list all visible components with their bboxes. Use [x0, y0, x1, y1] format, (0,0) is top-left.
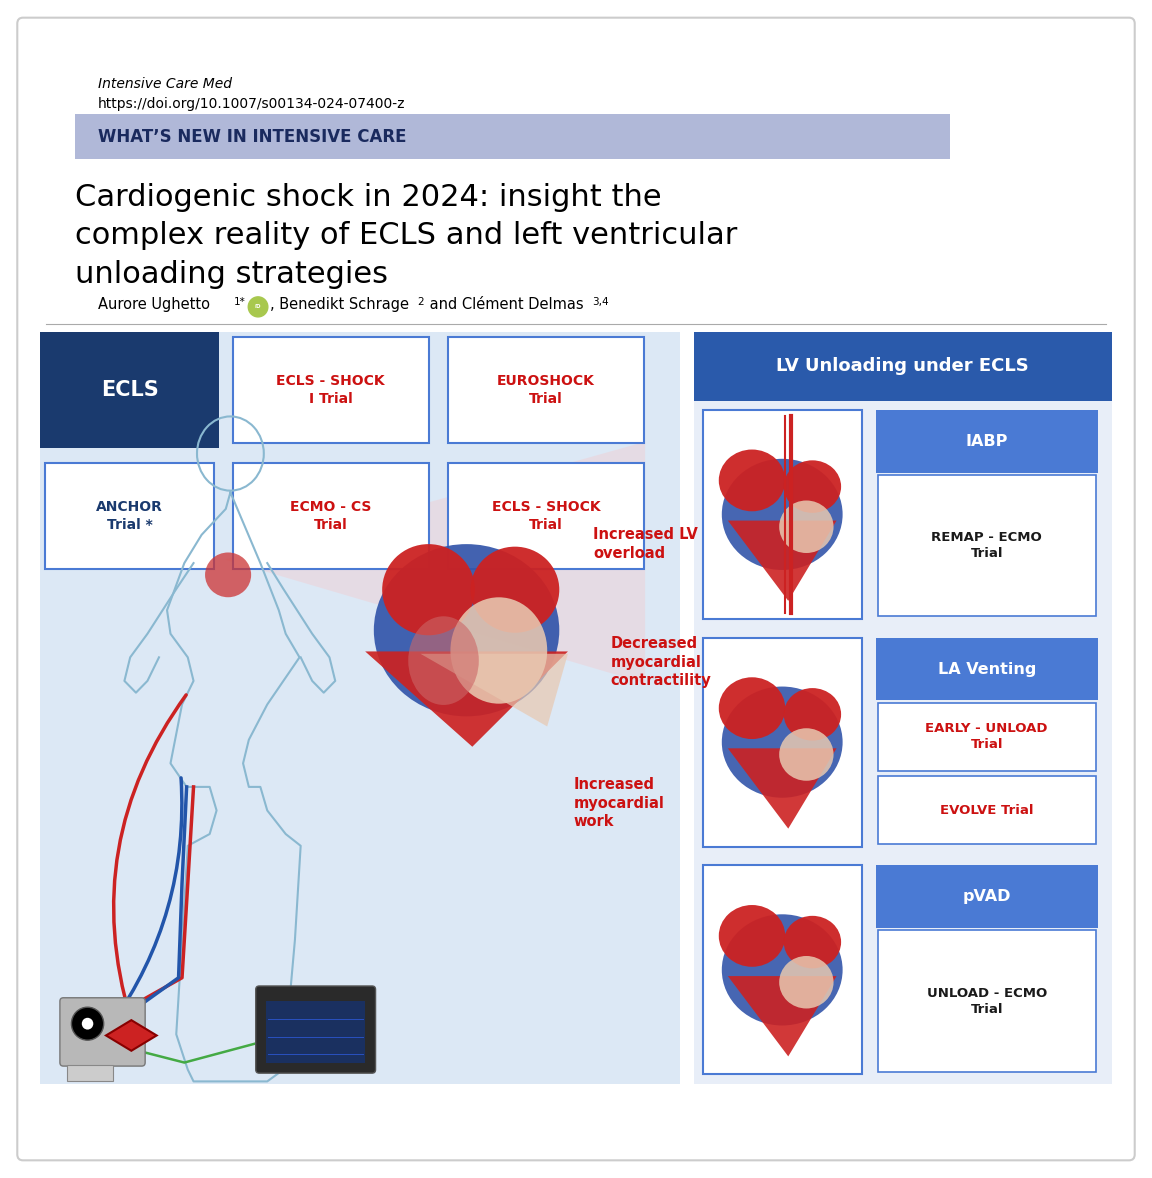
Text: ECLS: ECLS [100, 380, 159, 399]
Ellipse shape [779, 501, 834, 552]
FancyBboxPatch shape [703, 410, 862, 618]
Text: Increased
myocardial
work: Increased myocardial work [574, 777, 665, 829]
Text: WHAT’S NEW IN INTENSIVE CARE: WHAT’S NEW IN INTENSIVE CARE [98, 127, 407, 146]
FancyBboxPatch shape [448, 337, 644, 443]
FancyBboxPatch shape [67, 1065, 113, 1081]
FancyBboxPatch shape [694, 332, 1112, 1084]
FancyBboxPatch shape [878, 703, 1096, 772]
Ellipse shape [779, 957, 834, 1008]
FancyBboxPatch shape [40, 332, 680, 1084]
Text: ECMO - CS
Trial: ECMO - CS Trial [290, 501, 371, 531]
Text: LA Venting: LA Venting [938, 662, 1036, 676]
Text: IABP: IABP [965, 434, 1008, 449]
FancyBboxPatch shape [876, 410, 1098, 472]
Circle shape [71, 1007, 104, 1040]
Ellipse shape [722, 914, 842, 1026]
FancyBboxPatch shape [878, 931, 1096, 1072]
Text: UNLOAD - ECMO
Trial: UNLOAD - ECMO Trial [926, 987, 1047, 1015]
Text: ECLS - SHOCK
Trial: ECLS - SHOCK Trial [492, 501, 600, 531]
Circle shape [82, 1018, 93, 1030]
FancyBboxPatch shape [876, 866, 1098, 928]
Text: https://doi.org/10.1007/s00134-024-07400-z: https://doi.org/10.1007/s00134-024-07400… [98, 97, 406, 111]
Text: 2: 2 [417, 297, 424, 306]
Text: Decreased
myocardial
contractility: Decreased myocardial contractility [611, 636, 711, 688]
Ellipse shape [382, 544, 475, 635]
Ellipse shape [374, 544, 560, 716]
Polygon shape [106, 1020, 157, 1051]
FancyBboxPatch shape [703, 866, 862, 1074]
FancyBboxPatch shape [75, 114, 950, 159]
Text: 1*: 1* [234, 297, 245, 306]
Ellipse shape [470, 547, 559, 633]
Text: unloading strategies: unloading strategies [75, 260, 388, 290]
FancyBboxPatch shape [233, 337, 429, 443]
FancyBboxPatch shape [17, 18, 1135, 1160]
Ellipse shape [783, 461, 841, 512]
Polygon shape [728, 748, 836, 828]
Polygon shape [225, 442, 645, 683]
Text: REMAP - ECMO
Trial: REMAP - ECMO Trial [931, 531, 1043, 561]
Text: complex reality of ECLS and left ventricular: complex reality of ECLS and left ventric… [75, 221, 737, 251]
Polygon shape [365, 651, 568, 747]
Text: Cardiogenic shock in 2024: insight the: Cardiogenic shock in 2024: insight the [75, 183, 661, 212]
Ellipse shape [783, 915, 841, 968]
Ellipse shape [408, 616, 479, 704]
Text: , Benedikt Schrage: , Benedikt Schrage [270, 297, 409, 312]
FancyBboxPatch shape [45, 463, 214, 569]
Text: EUROSHOCK
Trial: EUROSHOCK Trial [498, 375, 594, 405]
Text: ANCHOR
Trial *: ANCHOR Trial * [96, 501, 164, 531]
Text: Increased LV
overload: Increased LV overload [593, 528, 698, 561]
Text: Intensive Care Med: Intensive Care Med [98, 77, 232, 91]
FancyBboxPatch shape [876, 637, 1098, 701]
Circle shape [249, 297, 267, 317]
FancyBboxPatch shape [878, 776, 1096, 845]
Ellipse shape [450, 597, 547, 703]
FancyBboxPatch shape [878, 475, 1096, 616]
FancyBboxPatch shape [256, 986, 376, 1073]
Text: iD: iD [255, 304, 262, 310]
Text: EVOLVE Trial: EVOLVE Trial [940, 803, 1033, 816]
Ellipse shape [205, 552, 251, 597]
Ellipse shape [722, 687, 842, 798]
FancyBboxPatch shape [703, 637, 862, 847]
Text: 3,4: 3,4 [592, 297, 608, 306]
FancyBboxPatch shape [266, 1001, 365, 1063]
Text: ECLS - SHOCK
I Trial: ECLS - SHOCK I Trial [276, 375, 385, 405]
FancyBboxPatch shape [448, 463, 644, 569]
FancyBboxPatch shape [40, 332, 219, 448]
FancyBboxPatch shape [233, 463, 429, 569]
FancyBboxPatch shape [60, 998, 145, 1066]
Ellipse shape [783, 688, 841, 741]
Ellipse shape [719, 450, 786, 511]
Polygon shape [728, 521, 836, 601]
Text: and Clément Delmas: and Clément Delmas [425, 297, 584, 312]
Text: EARLY - UNLOAD
Trial: EARLY - UNLOAD Trial [925, 722, 1048, 752]
Ellipse shape [719, 905, 786, 967]
Ellipse shape [722, 458, 842, 570]
Text: LV Unloading under ECLS: LV Unloading under ECLS [776, 357, 1029, 376]
FancyBboxPatch shape [694, 332, 1112, 401]
Text: pVAD: pVAD [962, 889, 1011, 905]
Ellipse shape [779, 728, 834, 781]
Polygon shape [420, 654, 568, 727]
Ellipse shape [719, 677, 786, 739]
Polygon shape [728, 977, 836, 1057]
Text: Aurore Ughetto: Aurore Ughetto [98, 297, 210, 312]
